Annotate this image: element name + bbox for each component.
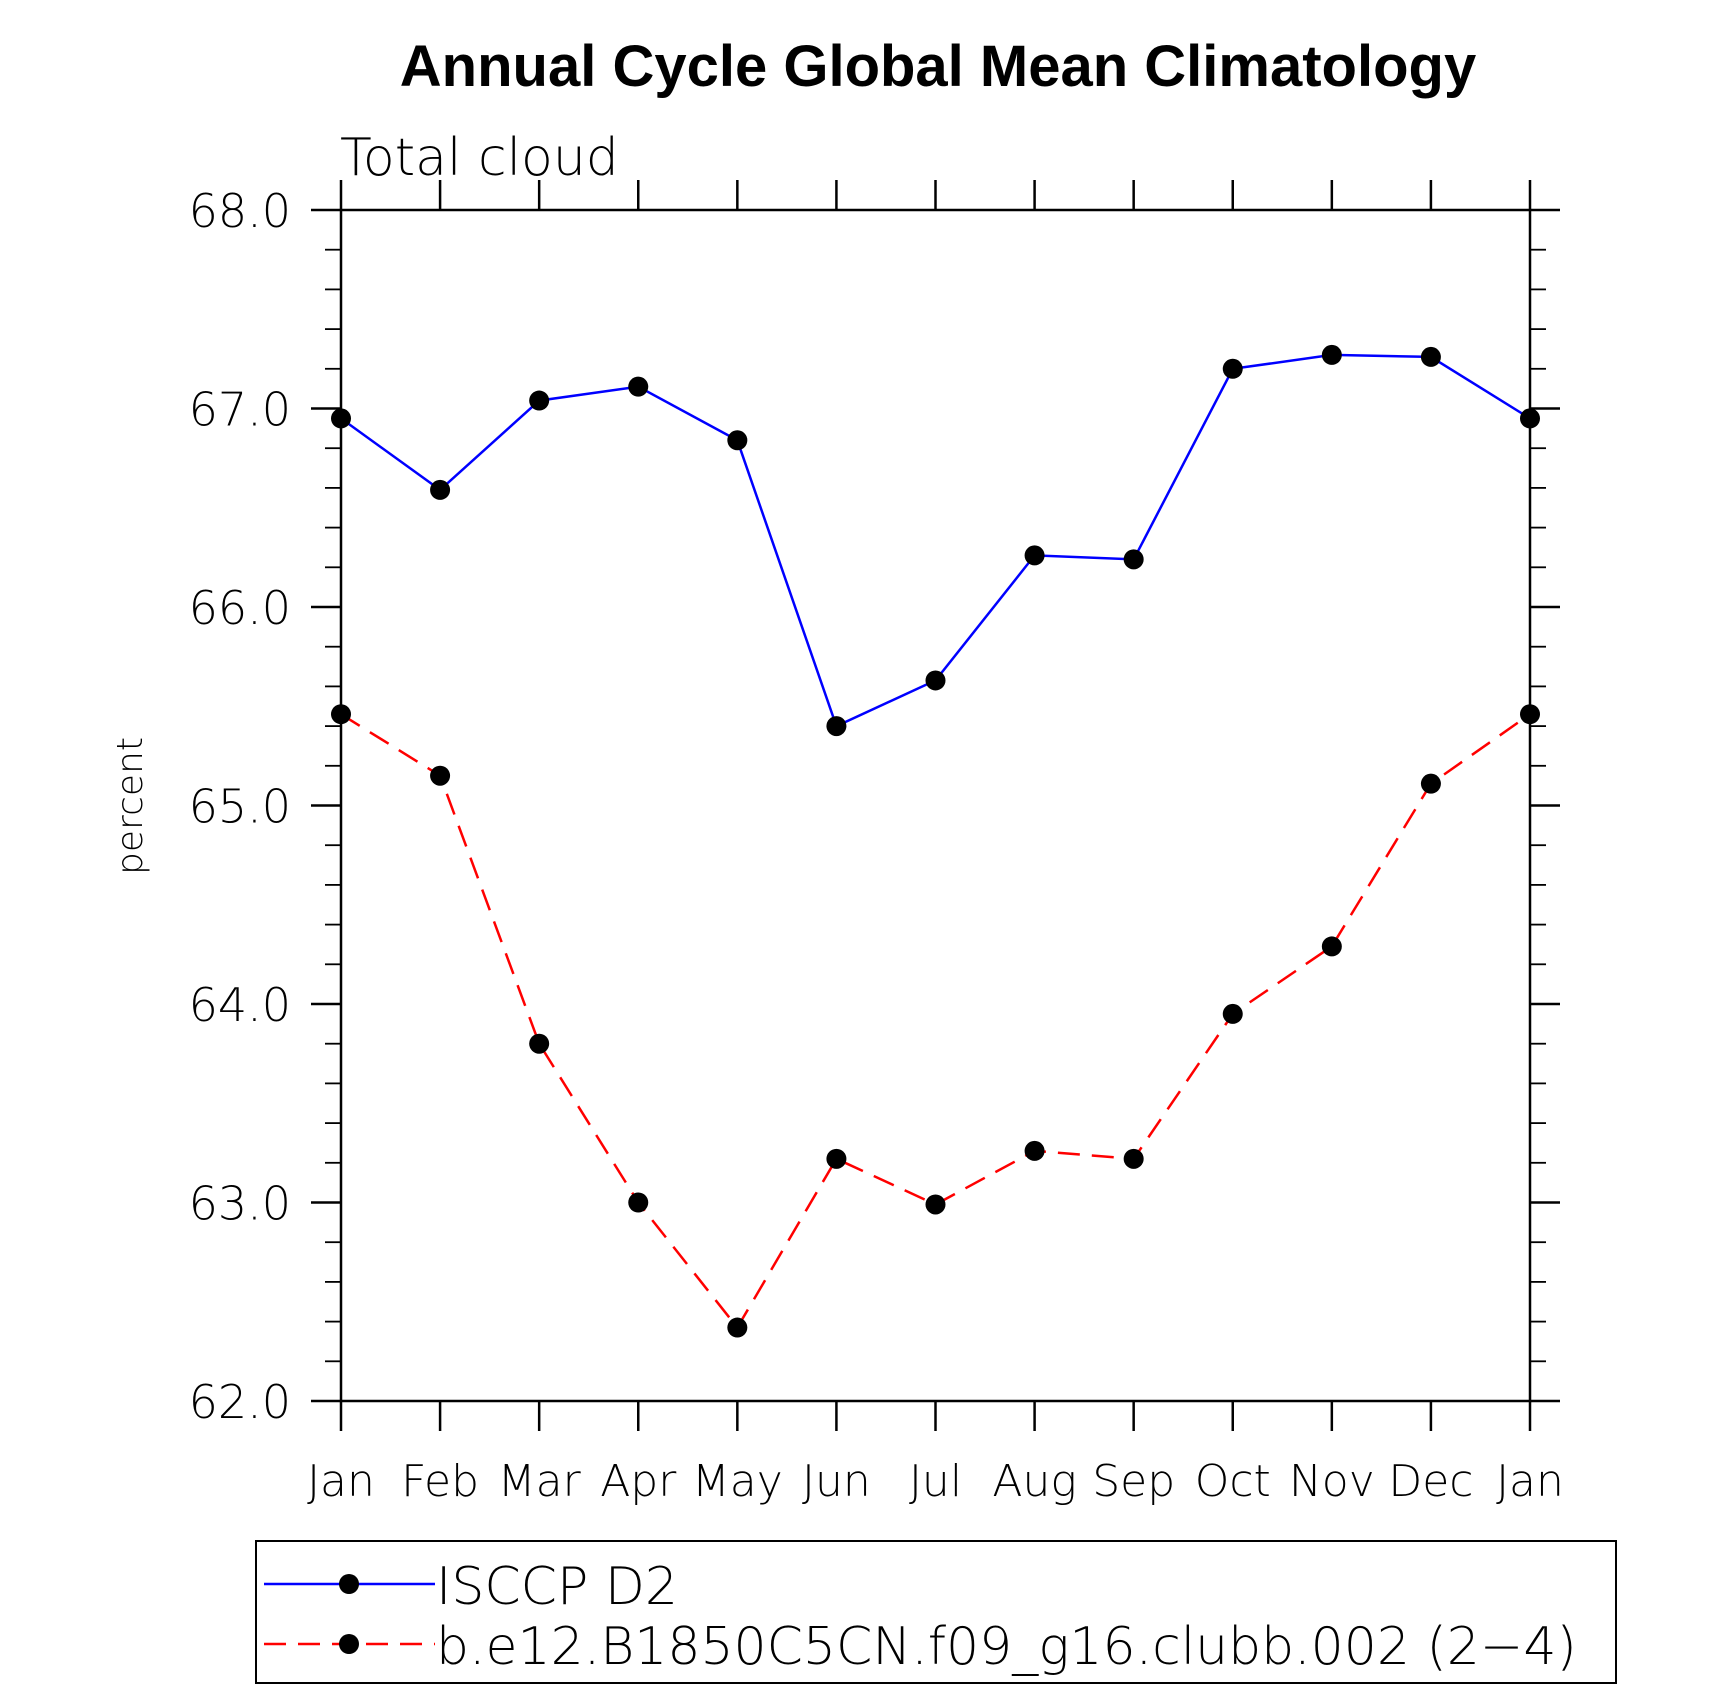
series-1-point [628,1192,649,1213]
y-tick-label: 64.0 [189,978,291,1032]
x-tick-label: Sep [1092,1456,1175,1507]
y-tick-label: 66.0 [189,581,291,635]
y-tick-label: 65.0 [189,780,291,834]
series-0-point [1123,549,1144,570]
series-0-point [1420,346,1441,367]
y-axis-label: percent [110,737,151,875]
x-tick-label: Jul [909,1456,962,1507]
series-0-point [1222,358,1243,379]
y-tick-label: 63.0 [189,1177,291,1231]
series-1-point [331,704,351,725]
x-tick-label: Jan [307,1456,375,1507]
series-1-point [1520,704,1540,725]
series-0-point [1321,344,1342,365]
series-1-point [1420,773,1441,794]
legend: ISCCP D2 b.e12.B1850C5CN.f09_g16.clubb.0… [255,1540,1617,1684]
chart-title: Annual Cycle Global Mean Climatology [400,34,1476,99]
x-tick-label: Jan [1496,1456,1564,1507]
series-1-point [430,765,451,786]
series-1-point [727,1317,748,1338]
series-0-point [826,716,847,737]
y-tick-label: 62.0 [189,1375,291,1429]
x-tick-label: May [692,1456,783,1507]
legend-marker-isccp [339,1574,359,1594]
series-1-point [826,1148,847,1169]
legend-label-model: b.e12.B1850C5CN.f09_g16.clubb.002 (2−4) [436,1617,1577,1677]
series-line-1 [340,713,1531,1330]
x-tick-label: Apr [600,1456,677,1507]
chart-subtitle: Total cloud [340,128,619,188]
series-1-point [529,1033,550,1054]
series-1-point [1024,1140,1045,1161]
series-0-point [925,670,946,691]
series-line-0 [340,353,1531,728]
series-layer [331,344,1540,1338]
legend-marker-model [339,1634,359,1654]
series-0-point [1024,545,1045,566]
x-tick-label: Aug [992,1456,1076,1507]
x-tick-label: Dec [1388,1456,1473,1507]
series-1-point [1222,1003,1243,1024]
series-0-point [331,408,351,429]
axes: 62.0 63.0 64.0 65.0 66.0 67.0 68.0 Jan Feb Mar Apr… [189,180,1564,1507]
y-tick-label: 67.0 [189,383,291,437]
series-0-point [529,390,550,411]
plot-frame [339,208,1532,1403]
series-0-point [628,376,649,397]
series-0-point [430,479,451,500]
legend-box [255,1540,1617,1684]
y-tick-label: 68.0 [189,184,291,238]
x-tick-label: Jun [802,1456,871,1507]
series-0-point [727,430,748,451]
series-1-point [1123,1148,1144,1169]
legend-label-isccp: ISCCP D2 [436,1557,678,1617]
x-tick-label: Feb [401,1456,479,1507]
series-0-point [1520,408,1540,429]
series-1-point [925,1194,946,1215]
series-1-point [1321,936,1342,957]
x-tick-label: Nov [1289,1456,1375,1507]
x-tick-label: Mar [498,1456,582,1507]
x-tick-label: Oct [1195,1456,1271,1507]
